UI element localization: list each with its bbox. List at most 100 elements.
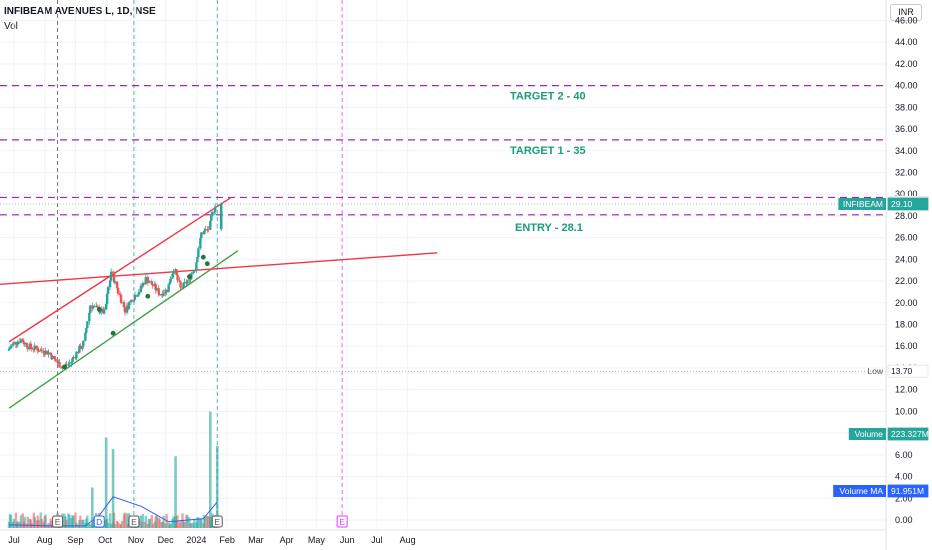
candle-body: [148, 281, 151, 283]
price-tag-label: INFIBEAM: [843, 199, 883, 209]
candle-body: [26, 347, 30, 350]
candle-body: [154, 284, 157, 291]
trendline: [0, 252, 438, 285]
candle-body: [30, 347, 34, 350]
price-tag-label-bg: [848, 428, 886, 440]
candle-body: [82, 340, 85, 347]
candle-body: [136, 294, 140, 297]
volume-bar: [125, 513, 129, 528]
candle-body: [108, 280, 112, 288]
volume-bar: [68, 514, 71, 528]
volume-bar: [215, 445, 219, 528]
volume-bar: [75, 522, 78, 528]
price-tag-value-bg: [887, 484, 929, 498]
candle-body: [123, 307, 127, 313]
price-tag-label: Low: [867, 366, 883, 376]
candle-body: [58, 362, 61, 368]
candle-body: [25, 342, 29, 348]
candle-body: [104, 303, 108, 310]
volume-bar: [109, 523, 113, 528]
volume-bar: [188, 517, 191, 528]
volume-bar: [169, 523, 172, 528]
candle-body: [115, 281, 119, 289]
candle-body: [99, 312, 102, 314]
price-axis-tick: 46.00: [895, 15, 918, 25]
candle-body: [51, 356, 54, 360]
time-axis-tick: Sep: [67, 535, 83, 545]
candle-body: [169, 278, 172, 283]
candle-body: [182, 282, 185, 288]
price-tags: High29.25INFIBEAM29.10Low13.70Volume223.…: [833, 195, 929, 498]
candle-body: [78, 345, 81, 353]
candle-body: [192, 271, 195, 274]
candle-body: [49, 352, 52, 355]
candle-body: [89, 305, 92, 313]
candle-body: [111, 271, 115, 273]
time-axis: Jul Aug Sep Oct Nov Dec 2024 Feb Mar Apr May Jun Jul…: [0, 529, 886, 545]
volume-bar: [82, 519, 85, 528]
candle-body: [116, 288, 120, 294]
volume-bar: [50, 521, 53, 528]
candle-body: [151, 284, 154, 286]
price-axis-tick: 26.00: [895, 233, 918, 243]
price-tag-value: 13.70: [891, 366, 913, 376]
candle-body: [199, 238, 202, 249]
earnings-marker: [128, 515, 140, 528]
candle-body: [96, 305, 99, 308]
currency-button[interactable]: INR: [890, 4, 922, 21]
candle-body: [71, 358, 74, 362]
candle-body: [84, 332, 87, 341]
candle-body: [32, 349, 35, 351]
earnings-marker: [52, 515, 64, 528]
candle-body: [210, 215, 213, 221]
candle-body: [195, 262, 198, 271]
volume-bar: [183, 522, 186, 528]
signal-dot: [145, 293, 151, 299]
volume-bar: [207, 516, 210, 528]
candle-body: [14, 341, 18, 345]
volume-bar: [190, 523, 193, 528]
volume-bars: [7, 411, 219, 528]
candle-body: [214, 206, 217, 212]
price-axis-tick: 0.00: [895, 515, 913, 525]
price-axis-tick: 24.00: [895, 254, 918, 264]
time-axis-tick: 2024: [186, 535, 206, 545]
candle-body: [137, 292, 141, 295]
volume-bar: [155, 515, 158, 528]
time-axis-tick: Jun: [340, 535, 355, 545]
candle-body: [176, 274, 179, 281]
signal-dot: [187, 274, 192, 280]
candle-body: [70, 361, 73, 364]
time-axis-tick: May: [308, 535, 326, 545]
price-axis-tick: 28.00: [895, 211, 918, 221]
candle-body: [119, 295, 123, 303]
volume-bar: [174, 456, 177, 528]
candle-body: [203, 230, 206, 235]
candle-body: [147, 282, 151, 284]
volume-bar: [21, 513, 25, 528]
candle-body: [88, 312, 91, 322]
price-axis-tick: 2.00: [895, 493, 913, 503]
volume-bar: [14, 512, 18, 528]
candle-body: [179, 281, 182, 288]
candle-body: [219, 203, 223, 229]
event-marker-letter: E: [214, 517, 220, 527]
annotations: TARGET 2 - 40 TARGET 1 - 35 ENTRY - 28.1: [510, 91, 586, 234]
trendline: [8, 196, 232, 343]
volume-bar: [197, 517, 200, 528]
volume-bar: [123, 512, 127, 528]
candle-body: [72, 357, 75, 359]
candle-body: [118, 293, 122, 296]
price-tag-value: 29.10: [891, 199, 913, 209]
volume-bar: [116, 522, 120, 528]
volume-bar: [108, 513, 112, 528]
earnings-marker: [211, 515, 223, 528]
candle-body: [168, 282, 171, 285]
candle-body: [197, 248, 200, 257]
signal-dot: [110, 330, 116, 336]
price-axis-tick: 44.00: [895, 37, 918, 47]
candle-body: [23, 342, 27, 345]
event-marker-letter: E: [131, 517, 137, 527]
volume-bar: [86, 515, 89, 528]
